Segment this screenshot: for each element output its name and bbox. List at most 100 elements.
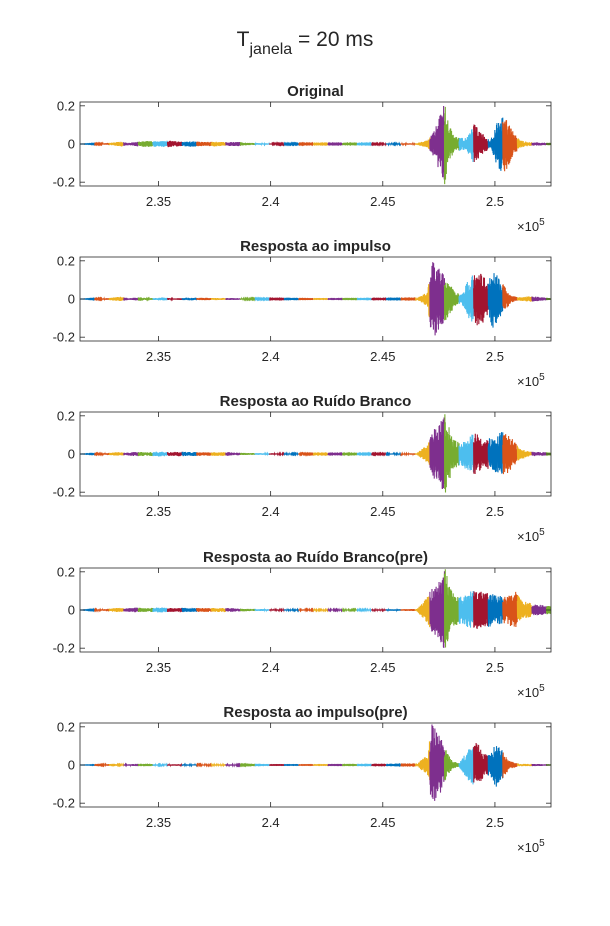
signal-window-segment: [356, 763, 373, 767]
signal-window-segment: [225, 607, 241, 612]
signal-window-segment: [385, 297, 402, 302]
signal-window-segment: [458, 747, 475, 785]
signal-window-segment: [152, 140, 169, 147]
signal-window-segment: [108, 452, 125, 456]
subplot-4: Resposta ao Ruído Branco(pre) 0.2 0 -0.2 2.3…: [53, 549, 552, 700]
y-tick-label: 0.2: [57, 253, 75, 268]
signal-window-segment: [458, 590, 475, 628]
signal-window-segment: [385, 607, 402, 613]
signal-window-segment: [108, 296, 125, 301]
signal-window-segment: [254, 451, 271, 457]
y-tick-label: 0: [68, 603, 75, 618]
signal-window-segment: [152, 451, 169, 457]
signal-window-segment: [385, 141, 402, 147]
signal-window-segment: [210, 452, 227, 456]
signal-window-segment: [473, 273, 489, 326]
signal-window-segment: [516, 296, 533, 302]
signal-window-segment: [502, 120, 518, 172]
signal-window-segment: [371, 607, 387, 613]
signal-window-segment: [371, 297, 387, 301]
signal-window-segment: [342, 297, 358, 301]
signal-window-segment: [341, 141, 358, 147]
y-tick-label: 0.2: [57, 719, 75, 734]
signal-window-segment: [137, 607, 154, 613]
signal-window-segment: [239, 142, 256, 146]
signal-window-segment: [502, 434, 518, 475]
signal-window-segment: [123, 607, 139, 613]
signal-series: [80, 724, 551, 801]
signal-window-segment: [94, 762, 110, 768]
y-tick-label: -0.2: [53, 330, 75, 345]
signal-window-segment: [239, 762, 256, 768]
x-exponent-label: ×105: [517, 372, 545, 389]
x-tick-label: 2.35: [146, 504, 171, 519]
signal-window-segment: [531, 296, 548, 302]
signal-window-segment: [152, 762, 168, 768]
signal-series: [80, 262, 551, 336]
signal-window-segment: [371, 141, 387, 147]
signal-window-segment: [298, 141, 314, 147]
y-tick-label: 0: [68, 292, 75, 307]
x-exponent-label: ×105: [517, 527, 545, 544]
signal-window-segment: [137, 296, 154, 302]
signal-window-segment: [356, 607, 373, 613]
signal-window-segment: [400, 762, 416, 768]
x-tick-label: 2.45: [370, 504, 395, 519]
y-tick-label: 0.2: [57, 98, 75, 113]
x-exponent-label: ×105: [517, 217, 545, 234]
y-tick-label: 0: [68, 137, 75, 152]
signal-window-segment: [181, 607, 198, 613]
y-tick-label: -0.2: [53, 796, 75, 811]
signal-window-segment: [108, 607, 125, 613]
signal-window-segment: [94, 296, 110, 302]
figure-title: Tjanela = 20 ms: [237, 28, 374, 58]
signal-window-segment: [137, 141, 154, 147]
x-tick-label: 2.35: [146, 660, 171, 675]
signal-series: [80, 106, 551, 185]
signal-window-segment: [268, 451, 285, 457]
signal-window-segment: [268, 141, 285, 147]
signal-window-segment: [166, 607, 183, 613]
signal-window-segment: [429, 571, 446, 648]
signal-window-segment: [429, 262, 446, 336]
subplot-2: Resposta ao impulso 0.2 0 -0.2 2.35 2.4 2.45 2.…: [53, 238, 552, 389]
signal-window-segment: [341, 451, 358, 457]
signal-window-segment: [371, 451, 387, 457]
signal-window-segment: [429, 417, 446, 490]
signal-window-segment: [283, 297, 300, 301]
signal-window-segment: [239, 296, 256, 302]
signal-window-segment: [473, 591, 489, 629]
signal-window-segment: [502, 752, 518, 778]
x-tick-label: 2.45: [370, 349, 395, 364]
signal-window-segment: [181, 762, 198, 768]
signal-window-segment: [400, 451, 416, 457]
signal-window-segment: [429, 724, 446, 801]
signal-window-segment: [254, 296, 271, 302]
signal-window-segment: [298, 607, 314, 613]
x-tick-label: 2.4: [262, 660, 280, 675]
y-tick-label: 0: [68, 758, 75, 773]
signal-window-segment: [516, 763, 533, 767]
signal-window-segment: [458, 129, 475, 162]
signal-window-segment: [400, 609, 416, 611]
signal-window-segment: [327, 451, 343, 457]
signal-window-segment: [166, 451, 183, 457]
y-tick-label: -0.2: [53, 175, 75, 190]
signal-window-segment: [371, 763, 387, 767]
y-tick-label: -0.2: [53, 485, 75, 500]
signal-window-segment: [443, 414, 460, 493]
signal-window-segment: [123, 762, 139, 768]
signal-window-segment: [94, 607, 110, 613]
y-tick-label: 0.2: [57, 564, 75, 579]
signal-window-segment: [312, 607, 329, 613]
signal-window-segment: [516, 138, 533, 149]
x-tick-label: 2.4: [262, 815, 280, 830]
subplot-title: Resposta ao impulso: [240, 238, 391, 255]
x-exponent-label: ×105: [517, 838, 545, 855]
signal-window-segment: [531, 451, 548, 457]
signal-window-segment: [443, 750, 460, 781]
signal-window-segment: [123, 297, 139, 301]
signal-window-segment: [356, 297, 373, 301]
signal-window-segment: [487, 117, 504, 171]
signal-window-segment: [152, 297, 169, 301]
